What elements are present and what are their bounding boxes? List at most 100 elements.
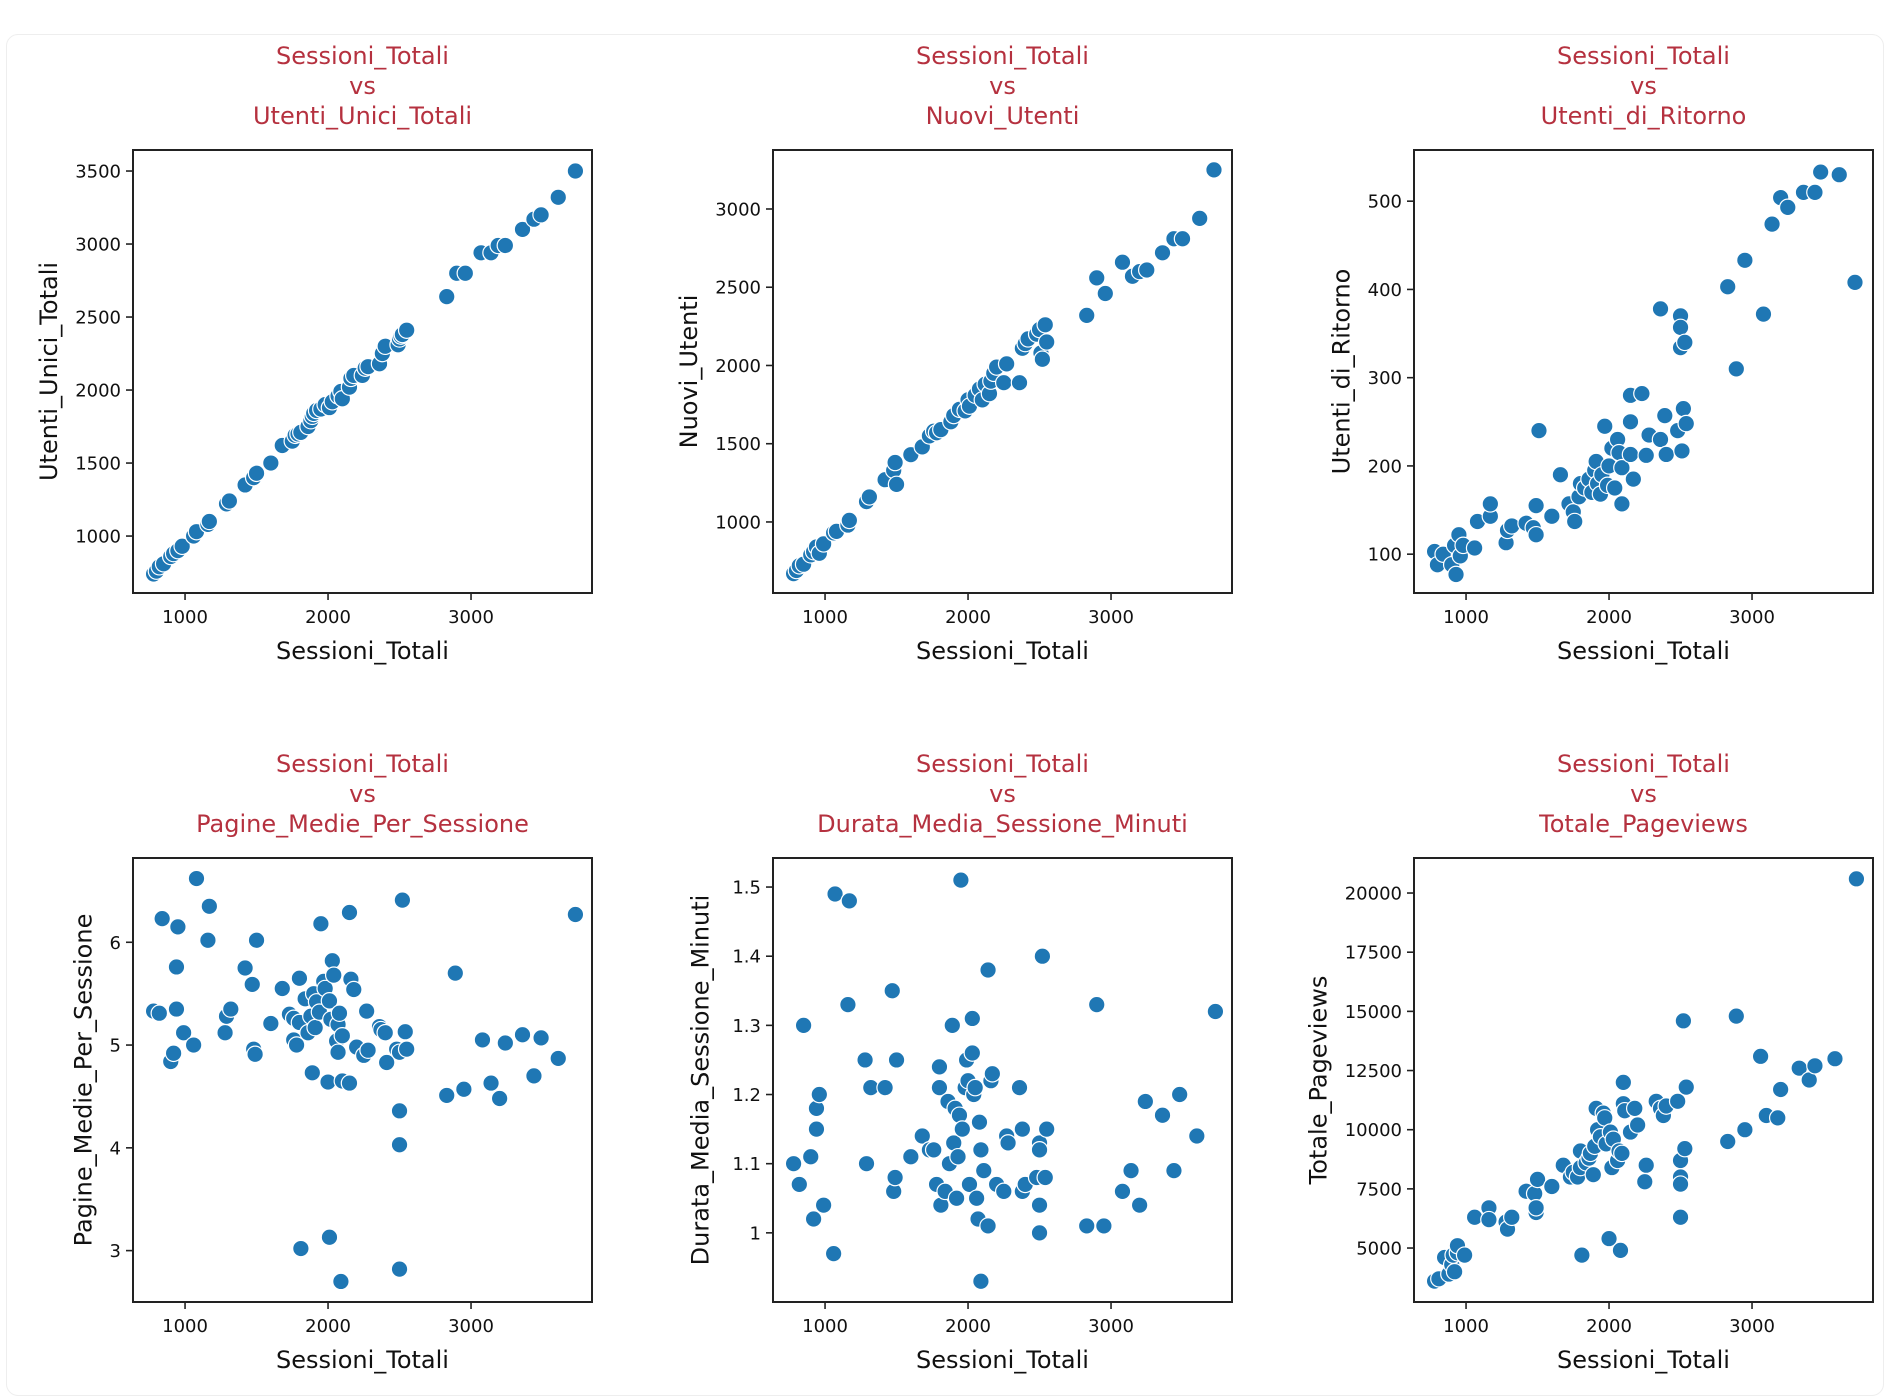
y-tick-label: 17500 xyxy=(1345,943,1402,964)
x-tick-label: 1000 xyxy=(162,1316,208,1337)
data-point xyxy=(1736,251,1754,270)
data-point xyxy=(1671,1175,1690,1193)
data-point xyxy=(292,1239,310,1258)
y-tick-label: 500 xyxy=(1368,192,1402,213)
panel-title-line: Sessioni_Totali xyxy=(276,750,449,778)
data-point xyxy=(150,1004,169,1022)
data-point xyxy=(886,1168,904,1187)
data-point xyxy=(1830,165,1849,184)
axes-frame xyxy=(132,857,593,1303)
data-point xyxy=(473,1031,492,1049)
data-point xyxy=(1846,273,1864,292)
data-point xyxy=(1480,1210,1498,1229)
axes-frame xyxy=(772,857,1233,1303)
data-point xyxy=(184,1036,203,1054)
y-axis-label: Utenti_di_Ritorno xyxy=(1328,269,1356,475)
data-point xyxy=(1036,1168,1055,1187)
data-point xyxy=(1651,430,1670,449)
data-point xyxy=(1671,318,1690,337)
x-tick-label: 3000 xyxy=(448,1316,494,1337)
y-tick-label: 1.1 xyxy=(732,1154,761,1175)
data-point xyxy=(376,1023,395,1042)
data-point xyxy=(1613,458,1631,477)
data-point xyxy=(930,1058,949,1076)
x-tick-label: 3000 xyxy=(1088,1316,1134,1337)
y-tick-label: 3000 xyxy=(715,199,761,220)
data-point xyxy=(1727,1007,1746,1025)
data-point xyxy=(953,1120,972,1138)
data-point xyxy=(913,1127,932,1145)
data-point xyxy=(826,885,844,903)
data-point xyxy=(857,1154,876,1173)
data-point xyxy=(329,1043,347,1062)
data-point xyxy=(943,1016,962,1035)
data-point xyxy=(994,1182,1013,1201)
data-point xyxy=(1763,215,1781,233)
y-axis-label: Durata_Media_Sessione_Minuti xyxy=(687,895,715,1266)
data-point xyxy=(1503,1208,1521,1227)
data-point xyxy=(513,1025,532,1044)
data-point xyxy=(496,1034,515,1052)
y-axis-label: Totale_Pageviews xyxy=(1305,976,1333,1186)
data-point xyxy=(1551,465,1570,484)
data-point xyxy=(839,995,857,1014)
y-tick-label: 2000 xyxy=(75,381,121,402)
data-point xyxy=(804,1210,823,1228)
data-point xyxy=(236,959,254,977)
data-point xyxy=(164,1044,183,1063)
data-point xyxy=(396,1022,415,1041)
y-tick-label: 15000 xyxy=(1345,1002,1402,1023)
y-tick-label: 5 xyxy=(110,1036,121,1057)
data-point xyxy=(1137,261,1156,279)
data-point xyxy=(1503,517,1521,535)
data-point xyxy=(1077,306,1096,325)
data-point xyxy=(290,969,309,988)
data-point xyxy=(1754,305,1773,323)
y-tick-label: 1000 xyxy=(715,512,761,533)
data-point xyxy=(960,1175,979,1194)
data-point xyxy=(1674,399,1693,418)
panel-title-line: Sessioni_Totali xyxy=(276,42,449,70)
data-point xyxy=(963,1009,982,1028)
data-point xyxy=(390,1102,409,1120)
panel-title-line: vs xyxy=(989,780,1016,808)
data-point xyxy=(1170,1085,1189,1104)
data-point xyxy=(1010,1078,1029,1097)
data-point xyxy=(306,1018,324,1037)
axes-frame xyxy=(132,149,593,594)
data-point xyxy=(1768,1109,1787,1127)
data-point xyxy=(1657,445,1676,464)
y-tick-label: 3000 xyxy=(75,235,121,256)
data-point xyxy=(1030,1196,1049,1214)
data-point xyxy=(1613,1144,1631,1163)
data-point xyxy=(902,1147,920,1166)
data-point xyxy=(199,931,217,950)
data-point xyxy=(1573,1246,1591,1264)
x-axis-label: Sessioni_Totali xyxy=(916,1346,1089,1374)
data-point xyxy=(1188,1127,1206,1145)
data-point xyxy=(243,975,262,994)
x-tick-label: 3000 xyxy=(1729,607,1775,628)
panel-title-line: Sessioni_Totali xyxy=(916,42,1089,70)
data-point xyxy=(187,869,206,888)
data-point xyxy=(883,981,902,1000)
y-tick-label: 1.3 xyxy=(732,1016,761,1037)
data-point xyxy=(824,1244,843,1263)
data-point xyxy=(1013,1120,1032,1138)
data-point xyxy=(1605,479,1624,497)
x-axis-label: Sessioni_Totali xyxy=(1557,1346,1730,1374)
data-point xyxy=(1095,1217,1113,1235)
y-tick-label: 20000 xyxy=(1345,884,1402,905)
y-tick-label: 1000 xyxy=(75,527,121,548)
data-point xyxy=(446,964,465,982)
panel-title-line: Pagine_Medie_Per_Sessione xyxy=(196,810,529,838)
data-point xyxy=(1600,1229,1618,1248)
y-tick-label: 12500 xyxy=(1345,1061,1402,1082)
data-point xyxy=(970,1113,989,1131)
data-point xyxy=(320,992,339,1010)
x-tick-label: 1000 xyxy=(1443,1316,1489,1337)
data-point xyxy=(1030,1224,1049,1242)
data-point xyxy=(1455,1246,1474,1264)
